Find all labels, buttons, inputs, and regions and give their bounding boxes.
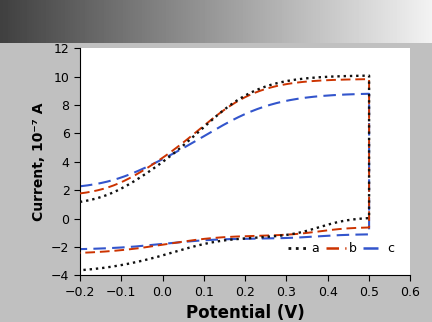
X-axis label: Potential (V): Potential (V) xyxy=(186,304,305,322)
Y-axis label: Current, 10⁻⁷ A: Current, 10⁻⁷ A xyxy=(32,102,45,221)
Legend: a, b, c: a, b, c xyxy=(288,242,394,255)
